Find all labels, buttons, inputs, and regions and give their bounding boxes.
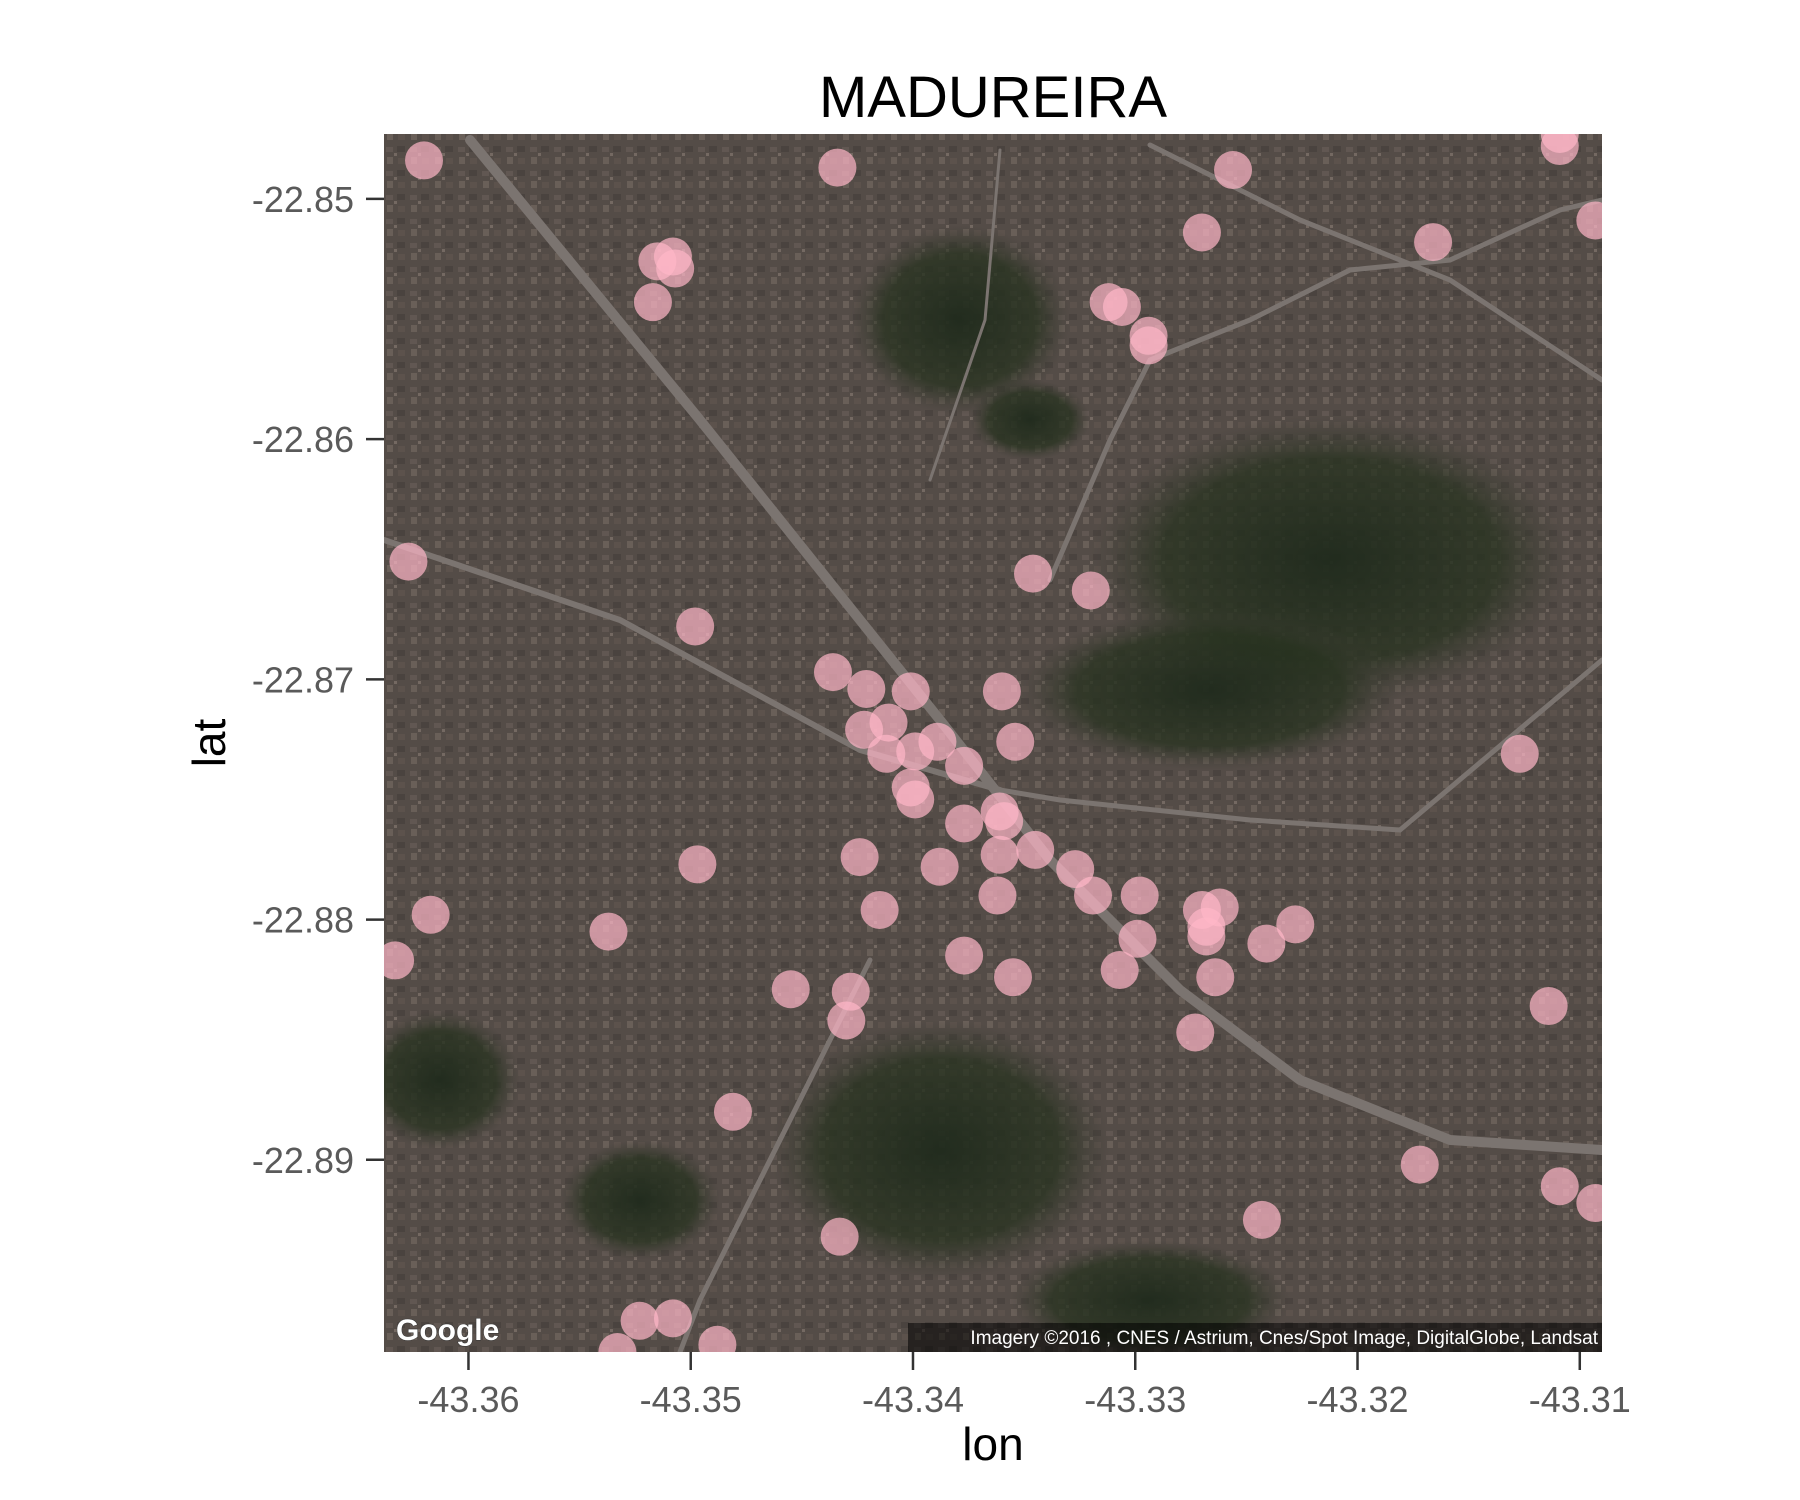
data-point <box>1276 905 1315 944</box>
data-point <box>978 876 1017 915</box>
y-tick-label: -22.85 <box>252 179 354 220</box>
x-tick-label: -43.34 <box>862 1379 964 1420</box>
data-point <box>869 703 908 742</box>
data-point <box>945 936 984 975</box>
data-point <box>1196 958 1235 997</box>
data-point <box>653 1299 692 1338</box>
y-tick-label: -22.87 <box>252 659 354 700</box>
data-point <box>411 895 450 934</box>
google-logo-text: Google <box>396 1314 499 1347</box>
data-point <box>1016 830 1055 869</box>
vegetation-area <box>384 1010 520 1150</box>
vegetation-area <box>560 1140 720 1260</box>
x-tick-label: -43.35 <box>640 1379 742 1420</box>
data-point <box>1400 1145 1439 1184</box>
data-point <box>384 941 415 980</box>
x-tick-label: -43.33 <box>1084 1379 1186 1420</box>
road <box>384 537 1003 793</box>
data-point <box>1120 876 1159 915</box>
data-point <box>389 542 428 581</box>
data-point <box>820 1217 859 1256</box>
data-point <box>405 141 444 180</box>
data-point <box>1247 924 1286 963</box>
y-tick-label: -22.86 <box>252 419 354 460</box>
data-point <box>982 672 1021 711</box>
data-point <box>1576 1184 1602 1223</box>
data-point <box>840 838 879 877</box>
data-point <box>1176 1013 1215 1052</box>
attribution-text: Imagery ©2016 , CNES / Astrium, Cnes/Spo… <box>970 1328 1598 1349</box>
data-point <box>996 722 1035 761</box>
data-point <box>620 1301 659 1340</box>
x-tick-label: -43.31 <box>1529 1379 1631 1420</box>
data-point <box>831 972 870 1011</box>
vegetation-areas <box>384 225 1570 1352</box>
x-tick-label: -43.32 <box>1306 1379 1408 1420</box>
y-axis: -22.85 -22.86 -22.87 -22.88 -22.89 <box>252 179 384 1181</box>
x-tick-label: -43.36 <box>417 1379 519 1420</box>
data-point <box>589 912 628 951</box>
data-point <box>1540 134 1579 166</box>
data-point <box>847 669 886 708</box>
vegetation-area <box>850 225 1070 415</box>
data-point <box>985 802 1024 841</box>
data-point <box>860 890 899 929</box>
google-logo: Google <box>396 1314 500 1348</box>
vegetation-area <box>970 380 1090 460</box>
data-point <box>896 780 935 819</box>
data-point <box>678 845 717 884</box>
data-point <box>1500 734 1539 773</box>
attribution-background <box>908 1323 1602 1352</box>
data-point <box>656 249 695 288</box>
vegetation-area <box>1020 610 1400 770</box>
data-point <box>1576 201 1602 240</box>
road <box>1047 197 1602 583</box>
data-point <box>1529 987 1568 1026</box>
data-point <box>1242 1200 1281 1239</box>
data-point <box>1100 951 1139 990</box>
y-tick-label: -22.88 <box>252 900 354 941</box>
data-point <box>920 847 959 886</box>
data-point <box>771 970 810 1009</box>
x-axis-title: lon <box>962 1418 1023 1470</box>
data-point <box>633 283 672 322</box>
data-point <box>698 1325 737 1352</box>
data-point <box>945 746 984 785</box>
data-point <box>1540 1167 1579 1206</box>
y-axis-title: lat <box>183 718 235 767</box>
data-point <box>813 653 852 692</box>
data-point <box>598 1333 637 1352</box>
road <box>465 135 1602 1155</box>
y-tick-label: -22.89 <box>252 1140 354 1181</box>
vegetation-area <box>770 1020 1110 1280</box>
data-point <box>896 732 935 771</box>
data-point <box>713 1092 752 1131</box>
data-point <box>1187 917 1226 956</box>
data-point <box>1129 326 1168 365</box>
data-point <box>1074 876 1113 915</box>
data-point <box>1118 919 1157 958</box>
data-points <box>384 134 1602 1352</box>
data-point <box>827 1001 866 1040</box>
data-point <box>994 958 1033 997</box>
data-point <box>945 804 984 843</box>
road <box>997 657 1602 833</box>
chart-title: MADUREIRA <box>819 65 1167 130</box>
data-point <box>1014 554 1053 593</box>
data-point <box>1214 151 1253 190</box>
data-point <box>1071 571 1110 610</box>
data-point <box>1182 213 1221 252</box>
data-point <box>1102 287 1141 326</box>
data-point <box>891 672 930 711</box>
road <box>928 148 1002 482</box>
x-axis: -43.36 -43.35 -43.34 -43.33 -43.32 -43.31 <box>417 1352 1631 1420</box>
data-point <box>676 607 715 646</box>
data-point <box>867 734 906 773</box>
data-point <box>1414 223 1453 262</box>
map-panel[interactable]: Google Imagery ©2016 , CNES / Astrium, C… <box>360 115 1614 1371</box>
data-point <box>980 835 1019 874</box>
data-point <box>818 148 857 187</box>
